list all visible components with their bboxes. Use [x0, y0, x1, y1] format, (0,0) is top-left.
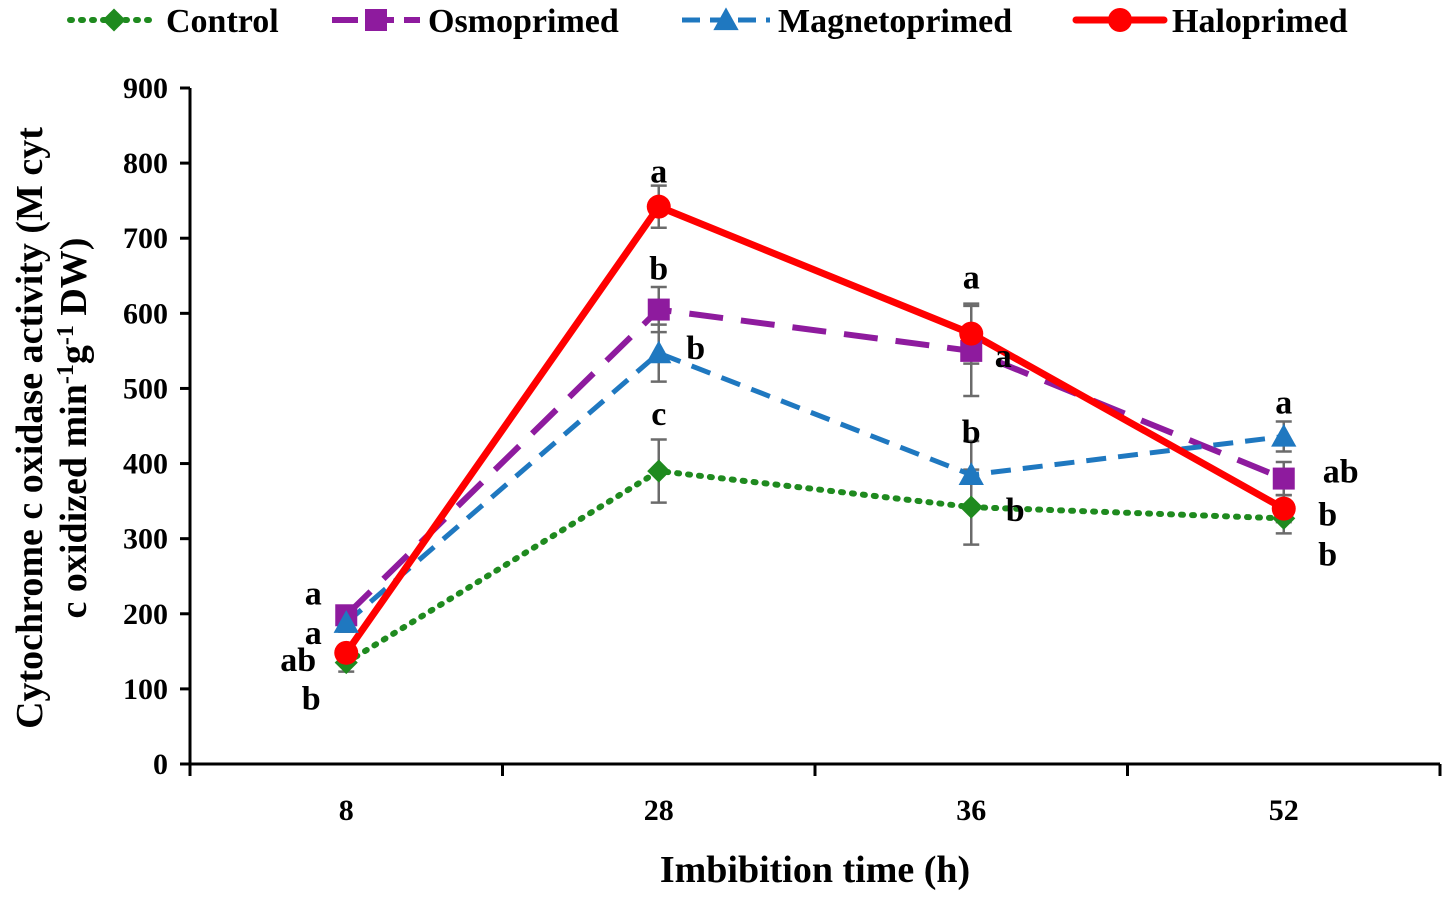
marker-magnetoprimed-2	[958, 462, 984, 485]
marker-osmoprimed-1	[647, 298, 670, 321]
sig-haloprimed-1: a	[650, 154, 667, 191]
x-axis: 8 28 36 52	[188, 762, 1442, 827]
y-axis-title-part-a: c oxidized min	[53, 384, 95, 618]
y-axis-title-sup1: -1	[53, 364, 79, 384]
marker-haloprimed-2	[959, 321, 984, 346]
sig-control-1: c	[651, 396, 666, 433]
sig-osmoprimed-2: a	[995, 338, 1012, 375]
sig-magnetoprimed-3: a	[1275, 385, 1292, 422]
legend-marker-magnetoprimed	[713, 7, 739, 31]
y-tick-label-0: 0	[153, 748, 168, 781]
sig-control-2: b	[1006, 492, 1025, 529]
sig-osmoprimed-1: b	[649, 251, 668, 288]
sig-control-3: b	[1318, 536, 1337, 573]
y-tick-label-600: 600	[123, 297, 168, 330]
x-tick-label-36: 36	[956, 794, 986, 827]
legend-marker-control	[102, 8, 126, 32]
series-lines	[342, 203, 1288, 666]
legend-label-osmoprimed: Osmoprimed	[428, 3, 619, 40]
legend-label-haloprimed: Haloprimed	[1172, 3, 1348, 40]
marker-haloprimed-3	[1271, 496, 1296, 521]
series-line-control	[343, 468, 1287, 666]
y-axis: 0 100 200 300 400 500 600 700 800 900	[123, 72, 192, 781]
legend-label-magnetoprimed: Magnetoprimed	[778, 3, 1012, 40]
sig-magnetoprimed-1: b	[686, 330, 705, 367]
legend: Control Osmoprimed Magnetoprimed Haloprimed	[67, 3, 1348, 40]
sig-osmoprimed-0: a	[305, 575, 322, 612]
y-tick-label-800: 800	[123, 147, 168, 180]
series-line-magnetoprimed	[344, 350, 1285, 625]
sig-magnetoprimed-2: b	[962, 414, 981, 451]
series-line-osmoprimed	[344, 306, 1285, 618]
marker-control-1	[647, 459, 671, 483]
marker-haloprimed-0	[334, 640, 359, 665]
x-tick-label-28: 28	[644, 794, 674, 827]
sig-control-0: b	[302, 681, 321, 718]
marker-haloprimed-1	[646, 194, 671, 219]
y-tick-label-200: 200	[123, 598, 168, 631]
y-axis-title-part-c: DW)	[53, 238, 95, 326]
marker-osmoprimed-2	[960, 339, 983, 362]
error-bars	[338, 184, 1292, 673]
y-axis-title-line1: Cytochrome c oxidase activity (M cyt	[9, 127, 51, 729]
y-tick-label-400: 400	[123, 448, 168, 481]
x-tick-label-52: 52	[1269, 794, 1299, 827]
marker-magnetoprimed-3	[1271, 423, 1297, 447]
sig-haloprimed-0: ab	[280, 642, 316, 679]
marker-control-2	[959, 495, 983, 519]
y-tick-label-500: 500	[123, 372, 168, 405]
y-tick-label-100: 100	[123, 673, 168, 706]
marker-osmoprimed-3	[1272, 467, 1295, 490]
marker-magnetoprimed-1	[646, 340, 672, 364]
legend-marker-haloprimed	[1108, 8, 1132, 32]
sig-magnetoprimed-0: a	[305, 615, 322, 652]
series-markers	[333, 194, 1297, 675]
y-tick-label-900: 900	[123, 72, 168, 105]
x-tick-label-8: 8	[339, 794, 354, 827]
legend-label-control: Control	[166, 3, 279, 40]
series-line-haloprimed	[342, 203, 1288, 657]
y-axis-title-line2: c oxidized min-1g-1 DW)	[53, 238, 95, 619]
x-axis-title: Imbibition time (h)	[660, 849, 970, 891]
y-axis-title-part-b: g	[53, 345, 95, 364]
sig-osmoprimed-3: ab	[1323, 454, 1359, 491]
marker-magnetoprimed-0	[333, 610, 359, 633]
sig-haloprimed-3: b	[1318, 497, 1337, 534]
y-tick-label-700: 700	[123, 222, 168, 255]
y-tick-label-300: 300	[123, 523, 168, 556]
sig-haloprimed-2: a	[963, 260, 980, 297]
legend-marker-osmoprimed	[365, 9, 387, 31]
y-axis-title-sup2: -1	[53, 325, 79, 345]
